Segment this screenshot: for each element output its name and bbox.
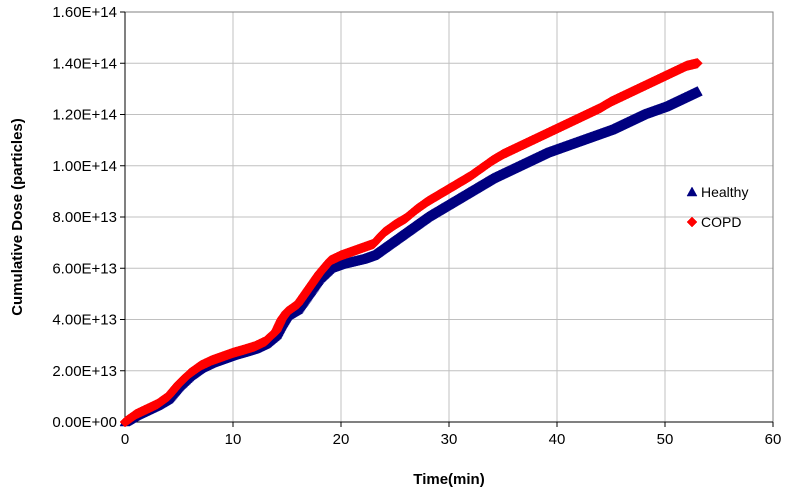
x-axis: 0 10 20 30 40 50 60 [121, 421, 782, 448]
x-tick-label: 0 [121, 431, 129, 448]
y-tick-label: 0.00E+00 [52, 414, 117, 431]
y-tick-label: 1.40E+14 [52, 55, 117, 72]
x-axis-title: Time(min) [413, 471, 484, 488]
x-tick-label: 40 [549, 431, 566, 448]
legend: Healthy COPD [686, 184, 748, 230]
x-tick-label: 20 [333, 431, 350, 448]
y-tick-label: 6.00E+13 [52, 260, 117, 277]
series-healthy [119, 85, 703, 427]
x-tick-label: 30 [441, 431, 458, 448]
series-copd [119, 57, 703, 428]
series-layer [119, 57, 703, 428]
x-tick-label: 10 [225, 431, 242, 448]
x-tick-label: 50 [657, 431, 674, 448]
y-tick-label: 4.00E+13 [52, 312, 117, 329]
legend-marker-healthy [686, 186, 698, 197]
data-point [692, 57, 703, 69]
y-tick-label: 2.00E+13 [52, 363, 117, 380]
legend-marker-copd [686, 216, 698, 228]
gridlines [125, 12, 773, 422]
y-tick-label: 1.00E+14 [52, 158, 117, 175]
y-tick-label: 1.20E+14 [52, 107, 117, 124]
x-tick-label: 60 [765, 431, 782, 448]
y-tick-label: 8.00E+13 [52, 209, 117, 226]
y-tick-label: 1.60E+14 [52, 4, 117, 21]
legend-label-healthy: Healthy [701, 184, 748, 200]
data-point [691, 85, 703, 96]
y-axis: 0.00E+00 2.00E+13 4.00E+13 6.00E+13 8.00E+13… [52, 4, 126, 431]
y-axis-title: Cumulative Dose (particles) [9, 118, 26, 316]
legend-label-copd: COPD [701, 214, 741, 230]
